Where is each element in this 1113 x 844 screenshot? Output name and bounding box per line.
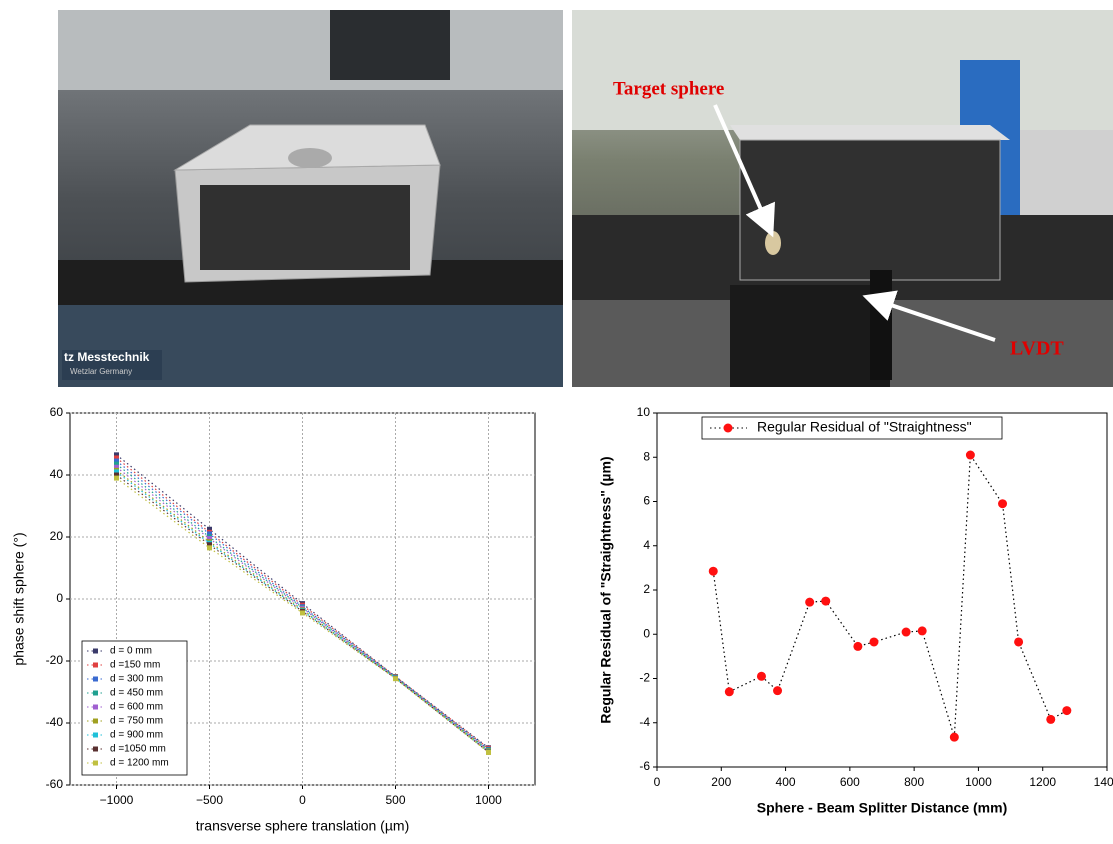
x-axis-label: transverse sphere translation (µm): [196, 818, 409, 834]
legend-marker: [724, 424, 733, 433]
legend-label: d = 300 mm: [110, 674, 163, 685]
legend-marker: [93, 733, 98, 738]
x-tick-label: −1000: [100, 793, 134, 807]
legend-marker: [93, 691, 98, 696]
photo-label: tz Messtechnik: [64, 350, 150, 364]
y-tick-label: 60: [50, 405, 64, 419]
data-point: [1062, 706, 1071, 715]
legend-label: d = 0 mm: [110, 646, 152, 657]
x-tick-label: 600: [840, 775, 860, 789]
data-point: [114, 476, 119, 481]
legend-label: d = 600 mm: [110, 702, 163, 713]
y-axis-label: phase shift sphere (°): [11, 532, 27, 665]
plot-area: [657, 413, 1107, 767]
x-tick-label: 1200: [1029, 775, 1056, 789]
data-point: [821, 597, 830, 606]
y-tick-label: 20: [50, 529, 64, 543]
x-tick-label: 400: [776, 775, 796, 789]
legend-label: d =150 mm: [110, 660, 160, 671]
y-tick-label: 10: [637, 405, 651, 419]
data-point: [773, 686, 782, 695]
data-point: [300, 610, 305, 615]
photo-label: LVDT: [1010, 338, 1064, 360]
y-tick-label: -2: [639, 671, 650, 685]
data-point: [805, 598, 814, 607]
legend-marker: [93, 663, 98, 668]
photo-label: Wetzlar Germany: [70, 367, 132, 376]
legend-label: d = 750 mm: [110, 716, 163, 727]
x-tick-label: 1000: [965, 775, 992, 789]
x-tick-label: 200: [711, 775, 731, 789]
y-axis-label: Regular Residual of "Straightness" (µm): [598, 456, 614, 723]
x-tick-label: −500: [196, 793, 223, 807]
legend-marker: [93, 649, 98, 654]
data-point: [998, 499, 1007, 508]
y-tick-label: -60: [46, 777, 64, 791]
photo: Target sphere LVDT: [572, 10, 1113, 387]
data-point: [950, 733, 959, 742]
x-tick-label: 1400: [1094, 775, 1113, 789]
data-point: [393, 676, 398, 681]
data-point: [902, 628, 911, 637]
y-tick-label: 0: [643, 626, 650, 640]
y-tick-label: 2: [643, 582, 650, 596]
legend-marker: [93, 677, 98, 682]
data-point: [869, 637, 878, 646]
data-point: [853, 642, 862, 651]
figure: tz Messtechnik Wetzlar Germany Target sp…: [0, 0, 1113, 839]
photo: tz Messtechnik Wetzlar Germany: [58, 10, 563, 387]
legend-marker: [93, 719, 98, 724]
data-point: [709, 567, 718, 576]
y-tick-label: 8: [643, 449, 650, 463]
y-tick-label: -6: [639, 759, 650, 773]
x-tick-label: 0: [299, 793, 306, 807]
x-tick-label: 800: [904, 775, 924, 789]
legend-marker: [93, 747, 98, 752]
y-tick-label: 0: [56, 591, 63, 605]
legend-label: d = 450 mm: [110, 688, 163, 699]
legend-label: d = 1200 mm: [110, 758, 169, 769]
y-tick-label: 4: [643, 538, 650, 552]
y-tick-label: 6: [643, 494, 650, 508]
legend-label: d = 900 mm: [110, 730, 163, 741]
data-point: [918, 626, 927, 635]
data-point: [207, 545, 212, 550]
y-tick-label: 40: [50, 467, 64, 481]
photo-label: Target sphere: [613, 78, 724, 99]
legend-marker: [93, 705, 98, 710]
data-point: [486, 750, 491, 755]
legend-label: d =1050 mm: [110, 744, 166, 755]
x-tick-label: 500: [385, 793, 405, 807]
legend-marker: [93, 761, 98, 766]
data-point: [757, 672, 766, 681]
y-tick-label: -20: [46, 653, 64, 667]
data-point: [966, 451, 975, 460]
legend-label: Regular Residual of "Straightness": [757, 419, 972, 435]
data-point: [1046, 715, 1055, 724]
data-point: [725, 687, 734, 696]
x-tick-label: 1000: [475, 793, 502, 807]
x-axis-label: Sphere - Beam Splitter Distance (mm): [757, 800, 1008, 816]
y-tick-label: -4: [639, 715, 650, 729]
data-point: [1014, 637, 1023, 646]
x-tick-label: 0: [654, 775, 661, 789]
y-tick-label: -40: [46, 715, 64, 729]
